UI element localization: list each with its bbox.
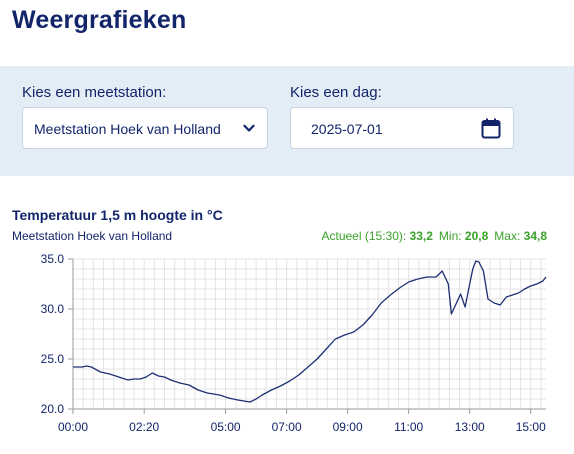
x-tick-label: 09:00: [333, 420, 363, 434]
min-label: Min:: [438, 229, 462, 243]
chart-title: Temperatuur 1,5 m hoogte in °C: [12, 207, 223, 223]
x-tick-label: 11:00: [394, 420, 423, 434]
actual-value: 33,2: [409, 229, 433, 243]
x-tick-label: 07:00: [272, 420, 302, 434]
station-label: Kies een meetstation:: [22, 84, 167, 101]
station-select-value: Meetstation Hoek van Holland: [34, 121, 221, 137]
x-tick-label: 00:00: [58, 420, 88, 434]
min-value: 20,8: [464, 229, 489, 243]
x-tick-label: 13:00: [455, 420, 485, 434]
max-label: Max:: [494, 229, 521, 243]
chart-station-name: Meetstation Hoek van Holland: [12, 229, 173, 243]
temperature-series-line: [73, 260, 547, 403]
date-input[interactable]: 2025-07-01: [290, 107, 514, 149]
actual-label: Actueel (15:30):: [321, 229, 407, 243]
date-input-value: 2025-07-01: [311, 121, 383, 137]
calendar-icon[interactable]: [481, 118, 501, 139]
temperature-stats: Actueel (15:30): 33,2 Min: 20,8 Max: 34,8: [321, 229, 547, 243]
day-label: Kies een dag:: [290, 84, 382, 101]
y-tick-label: 35.0: [41, 252, 65, 266]
max-value: 34,8: [523, 229, 547, 243]
x-tick-label: 02:20: [129, 420, 159, 434]
y-tick-label: 20.0: [41, 402, 65, 416]
x-tick-label: 15:00: [516, 420, 546, 434]
chevron-down-icon: [243, 124, 255, 132]
page-title: Weergrafieken: [12, 6, 187, 34]
y-tick-label: 25.0: [41, 352, 65, 366]
filter-panel: Kies een meetstation: Meetstation Hoek v…: [0, 66, 574, 176]
x-tick-label: 05:00: [211, 420, 241, 434]
y-tick-label: 30.0: [41, 302, 65, 316]
station-select[interactable]: Meetstation Hoek van Holland: [22, 107, 268, 149]
